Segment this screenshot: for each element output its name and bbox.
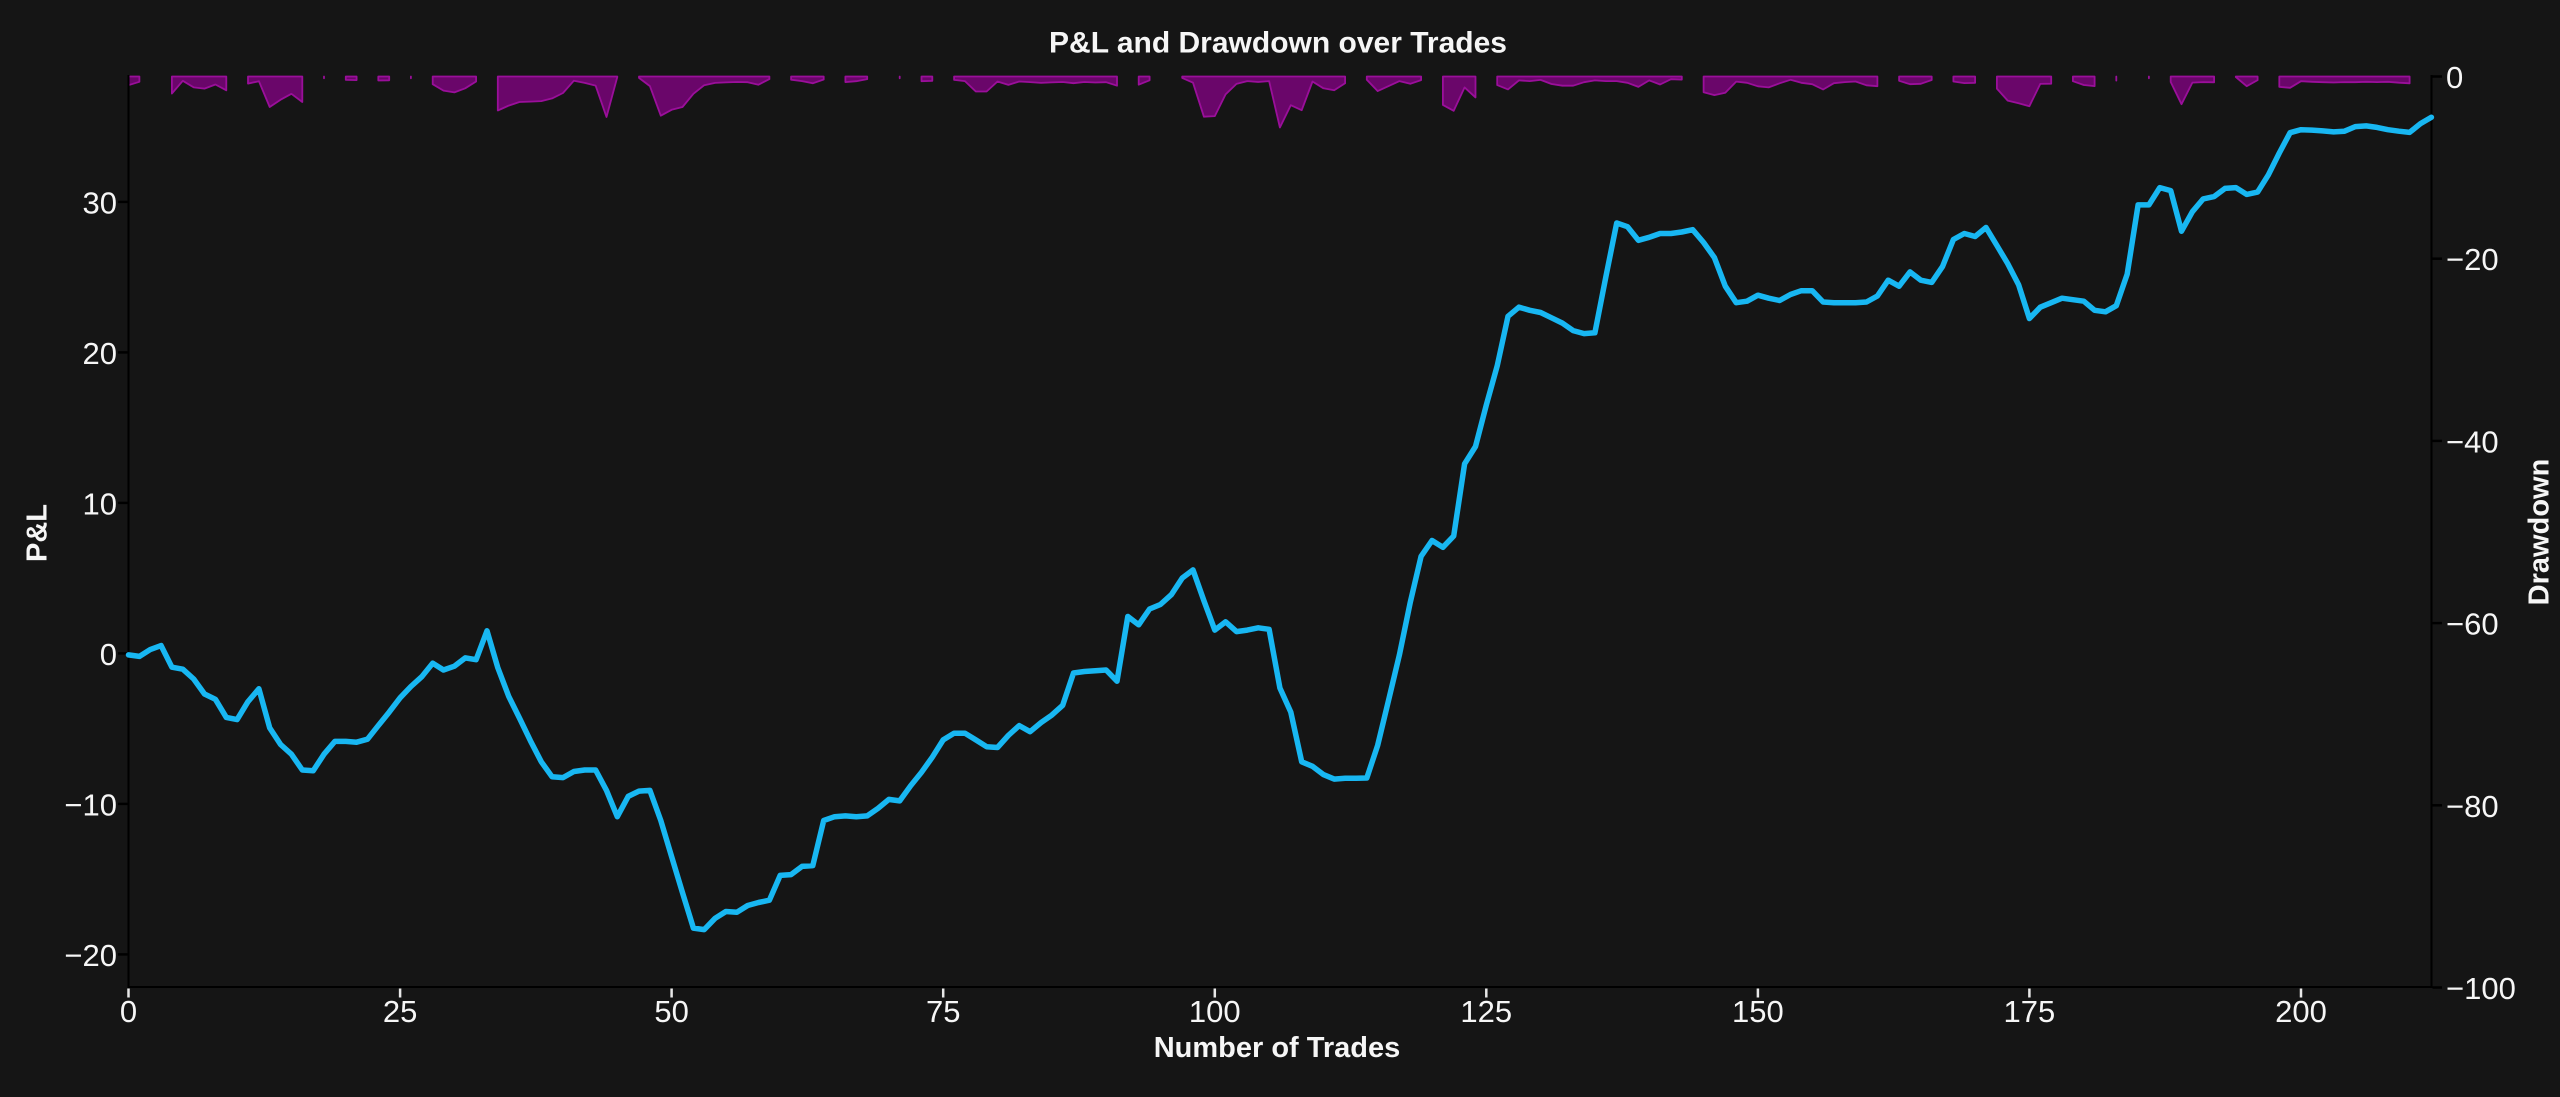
svg-text:125: 125: [1460, 994, 1512, 1029]
svg-text:10: 10: [83, 486, 117, 521]
svg-text:−60: −60: [2446, 607, 2499, 642]
svg-text:−40: −40: [2446, 424, 2499, 459]
svg-text:−10: −10: [64, 787, 117, 822]
svg-text:Drawdown: Drawdown: [2524, 459, 2556, 606]
svg-text:150: 150: [1732, 994, 1784, 1029]
svg-text:0: 0: [2446, 60, 2463, 95]
svg-text:−20: −20: [64, 938, 117, 973]
svg-text:200: 200: [2275, 994, 2327, 1029]
svg-text:0: 0: [120, 994, 137, 1029]
svg-text:P&L: P&L: [22, 504, 54, 562]
svg-text:−20: −20: [2446, 242, 2499, 277]
svg-text:75: 75: [926, 994, 960, 1029]
svg-text:−80: −80: [2446, 789, 2499, 824]
svg-text:175: 175: [2004, 994, 2056, 1029]
svg-text:50: 50: [654, 994, 688, 1029]
svg-text:−100: −100: [2446, 971, 2516, 1006]
svg-text:P&L and Drawdown over Trades: P&L and Drawdown over Trades: [1049, 27, 1507, 60]
svg-text:Number of Trades: Number of Trades: [1154, 1032, 1401, 1064]
svg-text:0: 0: [100, 637, 117, 672]
svg-text:25: 25: [383, 994, 417, 1029]
svg-text:30: 30: [83, 185, 117, 220]
svg-text:20: 20: [83, 336, 117, 371]
svg-text:100: 100: [1189, 994, 1241, 1029]
